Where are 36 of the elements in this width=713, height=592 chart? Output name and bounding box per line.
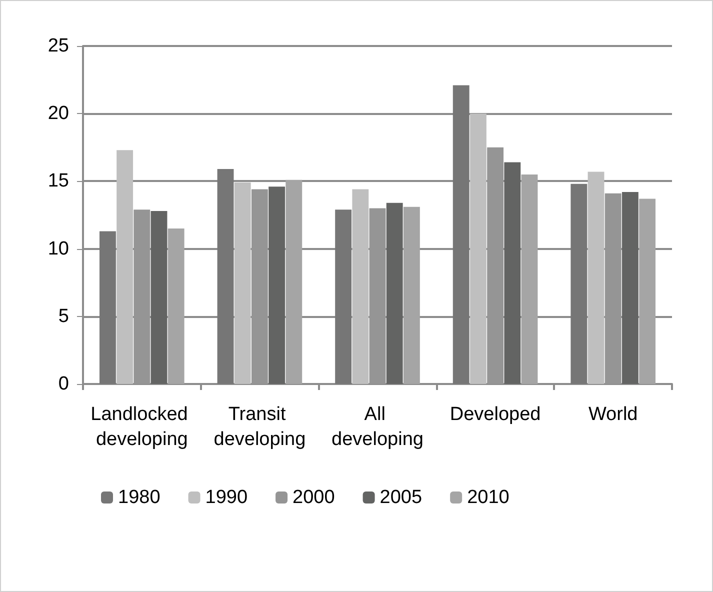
legend-label: 2005 <box>380 487 422 508</box>
x-tick-label: World <box>588 404 638 425</box>
y-tick-label: 15 <box>48 170 69 192</box>
bar <box>168 228 184 384</box>
bar <box>622 192 638 384</box>
bar <box>99 231 116 384</box>
bar <box>268 186 286 384</box>
bar <box>116 150 134 384</box>
bar <box>521 174 538 384</box>
x-tick-label: Landlocked developing <box>90 404 194 450</box>
bar <box>234 182 251 384</box>
bar <box>588 172 604 384</box>
x-tick-label: Transit developing <box>214 404 306 450</box>
bar <box>639 198 656 384</box>
bar <box>470 114 486 384</box>
y-tick-label: 10 <box>48 238 69 260</box>
bar <box>352 189 369 384</box>
legend-label: 2000 <box>292 487 335 508</box>
bar <box>150 210 168 384</box>
y-tick-label: 0 <box>58 374 69 394</box>
bar <box>386 202 403 384</box>
y-tick-label: 25 <box>48 36 69 56</box>
legend-label: 2010 <box>467 487 510 508</box>
bar <box>286 180 302 384</box>
bar <box>570 184 588 384</box>
bar <box>452 85 470 384</box>
y-tick-label: 20 <box>48 103 69 124</box>
legend-label: 1990 <box>205 487 248 508</box>
x-tick-label: Developed <box>450 404 541 425</box>
legend-label: 1980 <box>118 487 160 508</box>
bar <box>335 210 352 384</box>
x-tick-label: All developing <box>332 404 424 450</box>
bar <box>504 162 521 384</box>
bar <box>403 206 420 384</box>
bar <box>217 169 234 384</box>
y-tick-label: 5 <box>58 306 69 327</box>
